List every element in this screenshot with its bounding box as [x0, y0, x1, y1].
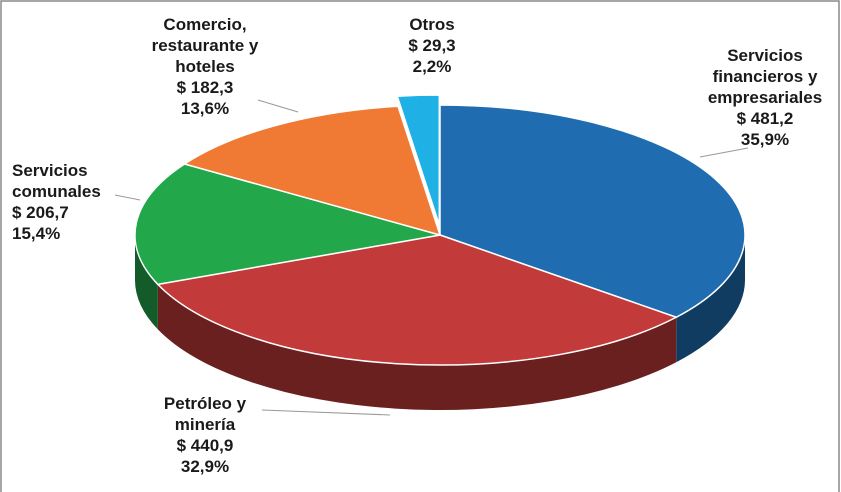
slice-label: Petróleo y minería $ 440,9 32,9%: [164, 393, 246, 477]
slice: [439, 104, 746, 319]
slice: [182, 105, 442, 237]
value-label: 2,2%: [412, 57, 452, 76]
category-label: Servicios comunales: [12, 161, 101, 201]
slice: [396, 94, 441, 226]
amount-label: $ 481,2: [736, 109, 794, 128]
category-label: Comercio, restaurante y hoteles: [151, 15, 259, 76]
value-label: 13,6%: [180, 99, 230, 118]
leader-line: [257, 99, 299, 113]
value-label: 32,9%: [180, 457, 230, 476]
amount-label: $ 206,7: [12, 203, 69, 222]
slice: [134, 163, 441, 286]
slice-side: [135, 235, 158, 330]
slice-label: Otros $ 29,3 2,2%: [408, 14, 455, 77]
slice-label: Servicios financieros y empresariales $ 4…: [708, 45, 822, 150]
slice-side: [157, 284, 677, 411]
value-label: 15,4%: [12, 224, 61, 243]
leader-line: [114, 194, 141, 201]
leader-line: [699, 147, 749, 158]
slice: [156, 234, 679, 366]
value-label: 35,9%: [740, 130, 790, 149]
category-label: Servicios financieros y empresariales: [707, 46, 823, 107]
category-label: Otros: [409, 15, 455, 34]
slice-side: [676, 235, 745, 363]
category-label: Petróleo y minería: [163, 394, 247, 434]
amount-label: $ 440,9: [176, 436, 234, 455]
slice-label: Comercio, restaurante y hoteles $ 182,3 13…: [152, 14, 259, 119]
leader-line: [261, 409, 391, 416]
amount-label: $ 29,3: [408, 36, 456, 55]
slice-label: Servicios comunales $ 206,7 15,4%: [12, 160, 101, 244]
amount-label: $ 182,3: [176, 78, 234, 97]
